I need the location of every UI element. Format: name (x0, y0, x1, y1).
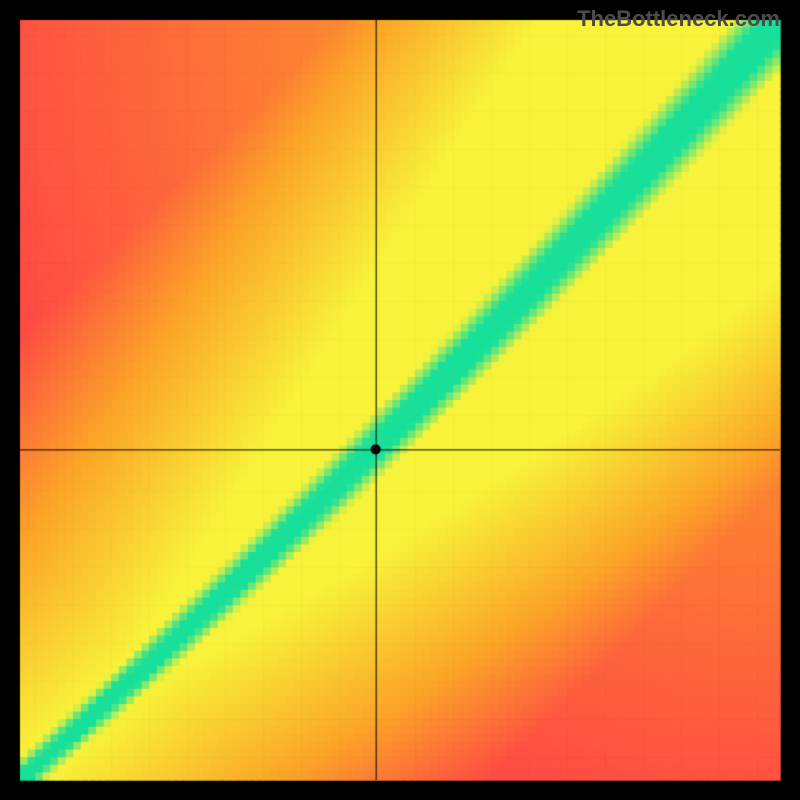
chart-container: { "watermark": { "text": "TheBottleneck.… (0, 0, 800, 800)
watermark-label: TheBottleneck.com (577, 6, 780, 32)
bottleneck-heatmap (0, 0, 800, 800)
